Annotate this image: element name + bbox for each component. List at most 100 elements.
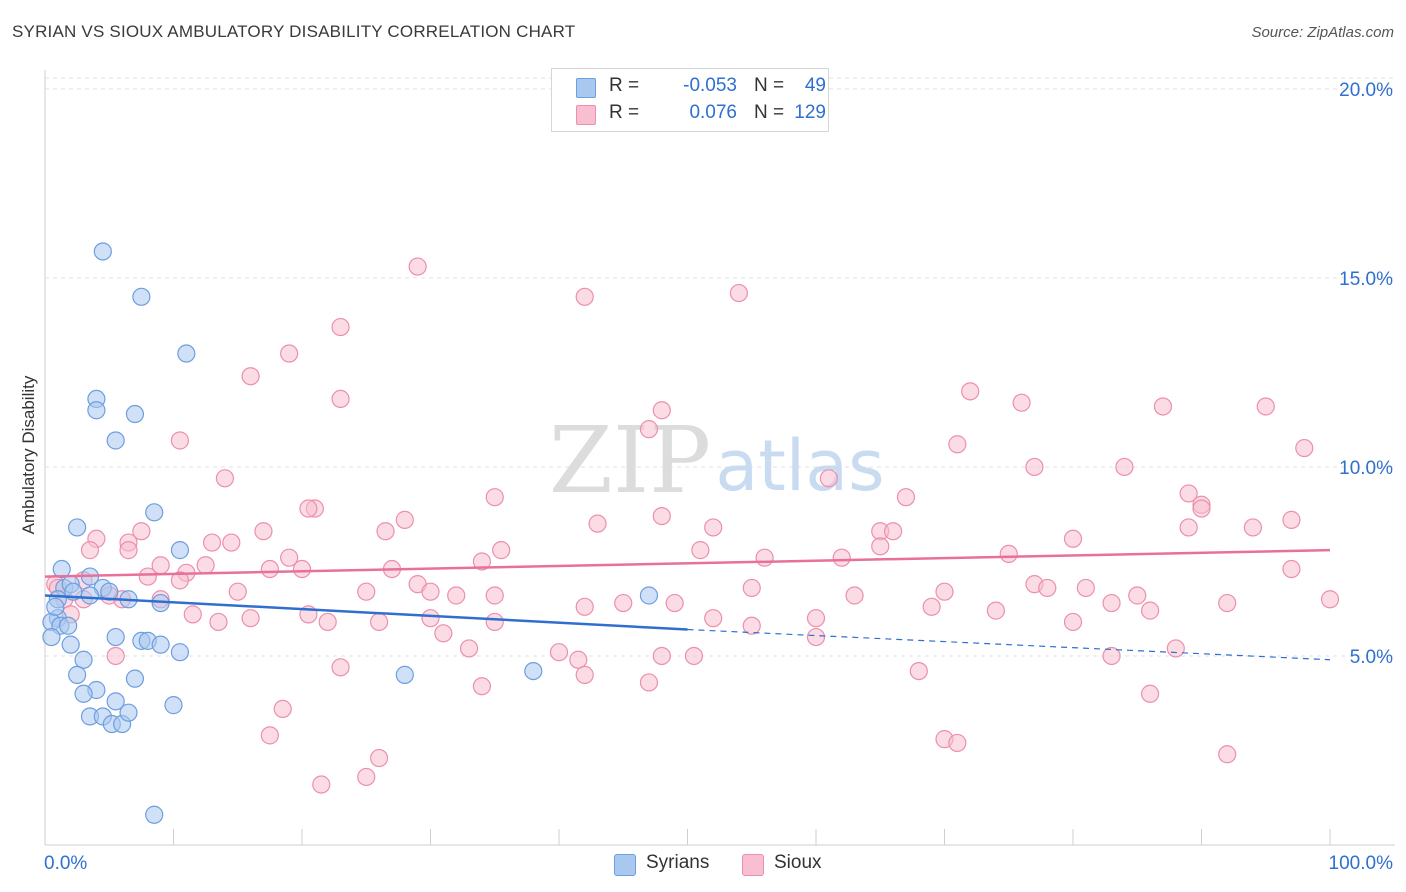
data-point: [202, 533, 222, 552]
data-point: [80, 541, 100, 560]
data-point: [292, 559, 312, 579]
data-point: [164, 696, 183, 715]
sioux-points: [46, 257, 1340, 794]
data-point: [209, 612, 228, 632]
y-tick-label: 5.0%: [1350, 647, 1393, 668]
chart-title: SYRIAN VS SIOUX AMBULATORY DISABILITY CO…: [12, 22, 576, 41]
data-point: [280, 548, 299, 567]
trend-lines: [44, 548, 1331, 661]
data-point: [125, 404, 145, 424]
data-point: [74, 684, 93, 703]
r-value: -0.053: [683, 75, 737, 96]
y-tick-label: 20.0%: [1339, 80, 1393, 101]
data-point: [170, 541, 190, 560]
data-point: [42, 627, 61, 647]
data-point: [357, 767, 376, 787]
syrians-label: Syrians: [646, 852, 710, 873]
sioux-swatch: [576, 105, 596, 125]
data-point: [485, 586, 504, 605]
data-point: [312, 775, 331, 794]
data-point: [228, 582, 247, 601]
data-point: [87, 401, 106, 420]
data-point: [742, 578, 761, 598]
data-point: [1282, 559, 1301, 579]
data-point: [331, 389, 350, 409]
data-point: [652, 646, 671, 666]
chart-source: Source: ZipAtlas.com: [1251, 24, 1394, 41]
data-point: [447, 586, 466, 605]
data-point: [472, 677, 491, 696]
data-point: [260, 559, 279, 579]
syrians-trend-extension: [687, 628, 1331, 661]
data-point: [922, 597, 941, 616]
data-point: [1179, 518, 1198, 537]
data-point: [961, 382, 980, 401]
data-point: [170, 571, 190, 590]
data-point: [871, 537, 890, 556]
data-point: [196, 556, 215, 575]
data-point: [1076, 578, 1095, 598]
data-point: [260, 726, 279, 745]
data-point: [1153, 397, 1173, 416]
data-point: [61, 635, 80, 654]
data-point: [331, 317, 350, 337]
data-point: [729, 283, 749, 303]
data-point: [241, 609, 260, 628]
data-point: [273, 699, 292, 719]
data-point: [434, 624, 453, 643]
data-point: [614, 593, 633, 613]
data-point: [1115, 457, 1134, 477]
x-tick-label-min: 0.0%: [44, 853, 87, 874]
data-point: [125, 669, 145, 688]
data-point: [357, 582, 376, 601]
data-point: [1166, 639, 1185, 658]
data-point: [909, 661, 928, 681]
data-point: [652, 506, 671, 526]
data-point: [408, 257, 427, 276]
data-point: [569, 650, 588, 669]
data-point: [376, 522, 395, 541]
data-point: [1295, 438, 1314, 458]
correlation-legend: R = -0.053 N = 49 R = 0.076 N = 129: [551, 68, 829, 132]
data-point: [299, 499, 318, 518]
data-point: [177, 344, 196, 363]
data-point: [896, 488, 916, 507]
data-point: [1320, 590, 1340, 609]
n-label: N =: [754, 102, 785, 123]
data-point: [819, 469, 838, 488]
data-point: [639, 673, 659, 692]
data-point: [145, 503, 164, 522]
data-point: [999, 544, 1018, 564]
data-point: [704, 518, 723, 537]
data-point: [395, 665, 414, 684]
data-point: [318, 612, 337, 632]
data-point: [1102, 593, 1121, 613]
data-point: [215, 469, 234, 488]
r-value: 0.076: [689, 102, 737, 123]
data-point: [80, 586, 100, 605]
r-label: R =: [609, 75, 640, 96]
data-point: [106, 627, 125, 647]
data-point: [588, 514, 607, 533]
data-point: [1038, 578, 1057, 598]
data-point: [742, 616, 761, 635]
data-point: [575, 287, 594, 306]
data-point: [492, 541, 511, 560]
data-point: [691, 541, 710, 560]
data-point: [132, 522, 151, 541]
data-point: [145, 805, 164, 824]
data-point: [119, 703, 138, 722]
data-point: [755, 548, 774, 567]
data-point: [1282, 510, 1301, 529]
data-point: [254, 522, 273, 541]
data-point: [832, 548, 851, 567]
data-point: [119, 541, 138, 560]
data-point: [1179, 484, 1198, 503]
data-point: [46, 597, 65, 616]
data-point: [524, 661, 543, 681]
syrians-swatch: [614, 854, 636, 876]
watermark-zip: ZIP: [549, 407, 711, 514]
data-point: [106, 692, 125, 711]
data-point: [684, 646, 704, 666]
data-point: [183, 605, 202, 624]
